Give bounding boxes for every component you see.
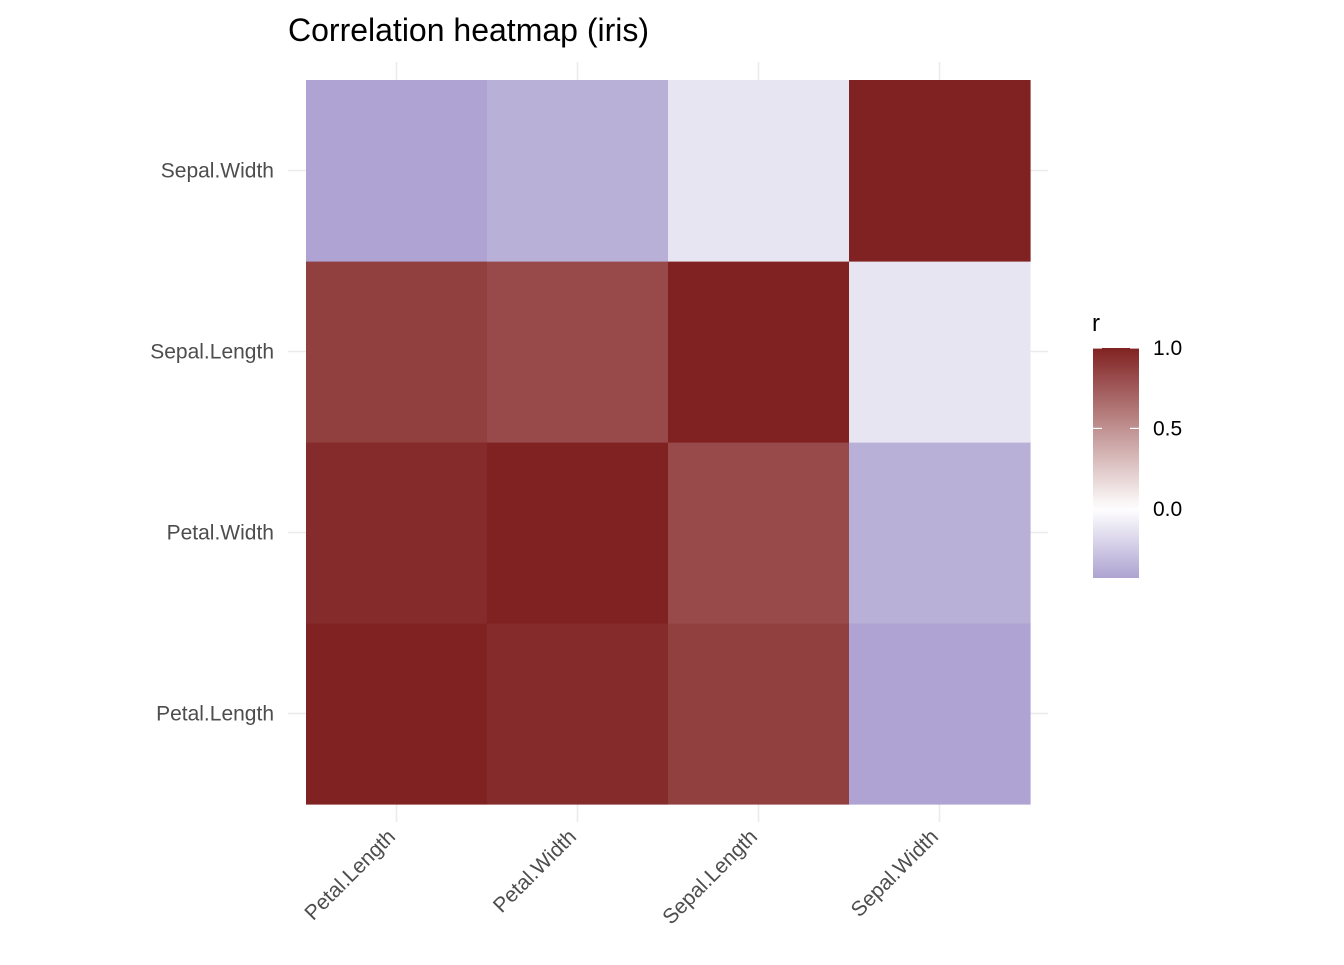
heatmap-cell-petal-length-petal-width	[306, 442, 488, 624]
heatmap-cell-petal-width-sepal-width	[487, 80, 669, 262]
legend-title: r	[1092, 310, 1100, 337]
x-tick-label: Sepal.Width	[847, 825, 943, 921]
x-tick-label: Sepal.Length	[658, 825, 762, 929]
heatmap-cell-petal-length-petal-length	[306, 623, 488, 805]
heatmap-cell-petal-length-sepal-length	[306, 261, 488, 443]
y-tick-label: Sepal.Length	[150, 341, 274, 364]
heatmap-cell-sepal-length-petal-width	[668, 442, 850, 624]
heatmap-cell-sepal-width-sepal-width	[849, 80, 1031, 262]
heatmap-cell-petal-width-sepal-length	[487, 261, 669, 443]
heatmap-cell-petal-width-petal-length	[487, 623, 669, 805]
legend-tick-label: 1.0	[1153, 337, 1182, 360]
heatmap-cell-sepal-length-petal-length	[668, 623, 850, 805]
heatmap-cell-sepal-width-petal-length	[849, 623, 1031, 805]
heatmap-cell-petal-width-petal-width	[487, 442, 669, 624]
legend: r 1.0 0.5 0.0	[1092, 310, 1182, 578]
y-tick-label: Sepal.Width	[161, 160, 274, 183]
heatmap-cell-petal-length-sepal-width	[306, 80, 488, 262]
legend-tick-label: 0.0	[1153, 498, 1182, 521]
y-tick-label: Petal.Width	[167, 522, 274, 545]
heatmap-cell-sepal-width-sepal-length	[849, 261, 1031, 443]
heatmap-cells	[306, 80, 1031, 805]
y-tick-label: Petal.Length	[156, 703, 274, 726]
chart-title: Correlation heatmap (iris)	[288, 12, 649, 48]
x-tick-label: Petal.Length	[300, 825, 400, 925]
x-tick-label: Petal.Width	[489, 825, 581, 917]
heatmap-cell-sepal-length-sepal-width	[668, 80, 850, 262]
heatmap-cell-sepal-length-sepal-length	[668, 261, 850, 443]
heatmap-cell-sepal-width-petal-width	[849, 442, 1031, 624]
legend-colorbar	[1093, 348, 1139, 578]
legend-tick-label: 0.5	[1153, 417, 1182, 440]
